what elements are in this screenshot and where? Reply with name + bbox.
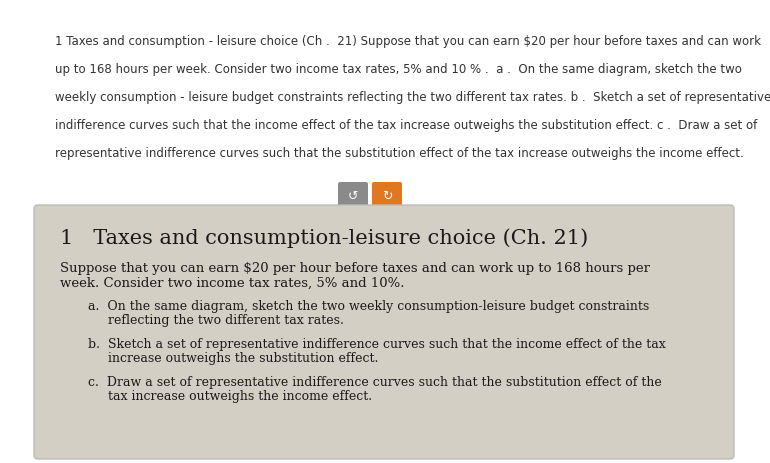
Text: ↺: ↺ [348,189,358,202]
Text: tax increase outweighs the income effect.: tax increase outweighs the income effect… [88,389,372,402]
Text: indifference curves such that the income effect of the tax increase outweighs th: indifference curves such that the income… [55,119,757,131]
Text: week. Consider two income tax rates, 5% and 10%.: week. Consider two income tax rates, 5% … [60,276,404,289]
FancyBboxPatch shape [34,206,734,459]
Text: reflecting the two different tax rates.: reflecting the two different tax rates. [88,313,344,326]
Text: up to 168 hours per week. Consider two income tax rates, 5% and 10 % .  a .  On : up to 168 hours per week. Consider two i… [55,63,742,76]
Text: a.  On the same diagram, sketch the two weekly consumption-leisure budget constr: a. On the same diagram, sketch the two w… [88,300,649,313]
Text: 1 Taxes and consumption - leisure choice (Ch .  21) Suppose that you can earn $2: 1 Taxes and consumption - leisure choice… [55,35,761,48]
Text: representative indifference curves such that the substitution effect of the tax : representative indifference curves such … [55,147,744,160]
Text: ↻: ↻ [382,189,392,202]
Text: 1   Taxes and consumption-leisure choice (Ch. 21): 1 Taxes and consumption-leisure choice (… [60,227,588,247]
FancyBboxPatch shape [372,182,402,208]
Text: b.  Sketch a set of representative indifference curves such that the income effe: b. Sketch a set of representative indiff… [88,337,666,350]
Text: increase outweighs the substitution effect.: increase outweighs the substitution effe… [88,351,378,364]
FancyBboxPatch shape [338,182,368,208]
Text: weekly consumption - leisure budget constraints reflecting the two different tax: weekly consumption - leisure budget cons… [55,91,770,104]
Text: c.  Draw a set of representative indifference curves such that the substitution : c. Draw a set of representative indiffer… [88,375,661,388]
Text: Suppose that you can earn $20 per hour before taxes and can work up to 168 hours: Suppose that you can earn $20 per hour b… [60,262,650,275]
